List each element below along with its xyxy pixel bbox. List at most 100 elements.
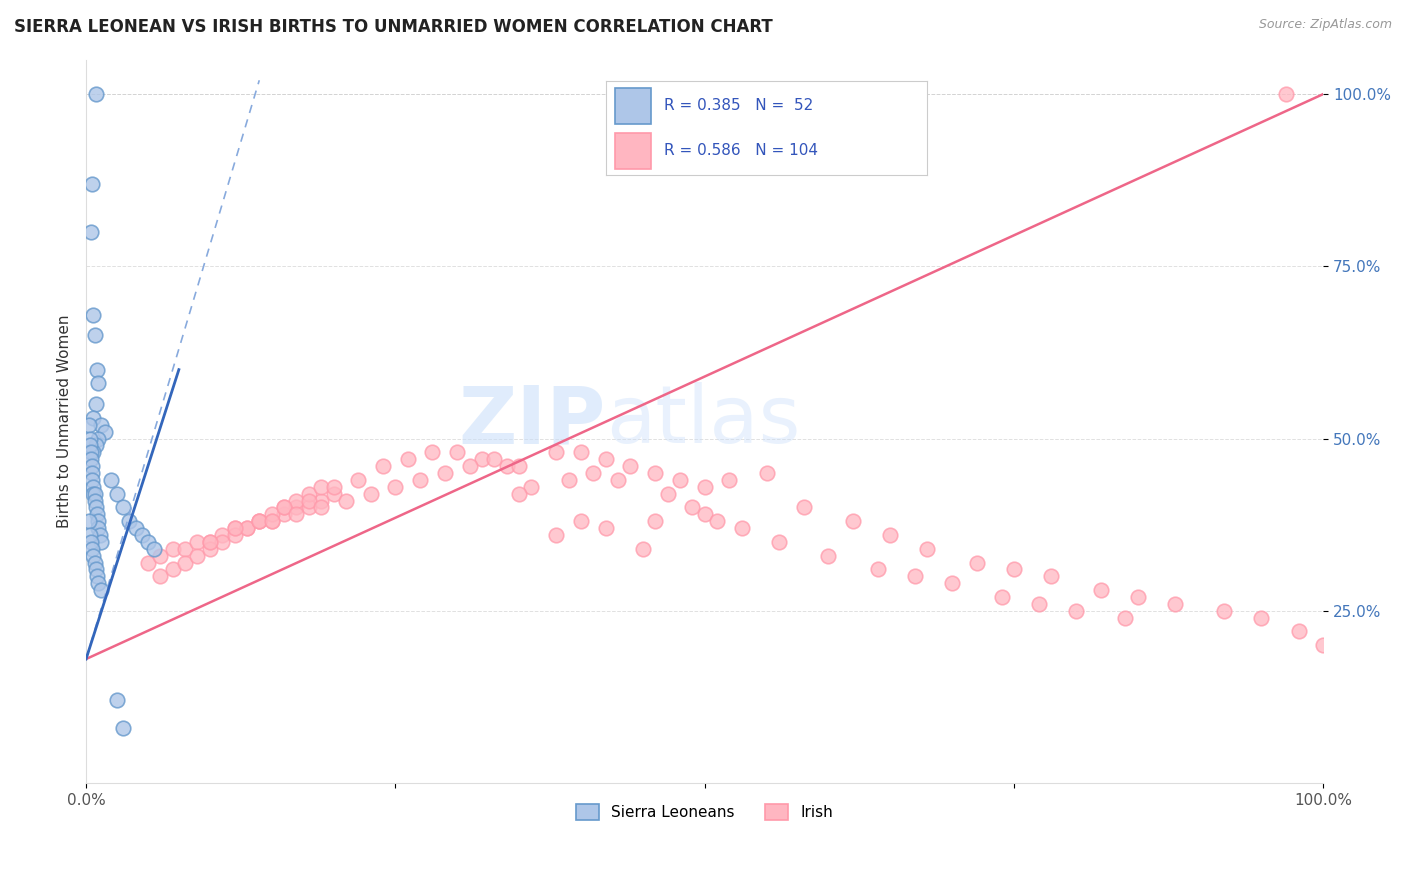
Point xyxy=(143,541,166,556)
Point xyxy=(224,521,246,535)
Point xyxy=(817,549,839,563)
Point xyxy=(1090,583,1112,598)
Point xyxy=(298,486,321,500)
Point xyxy=(149,569,172,583)
Point xyxy=(446,445,468,459)
Point xyxy=(82,466,104,480)
Point xyxy=(1064,604,1087,618)
Point xyxy=(82,541,104,556)
Point xyxy=(309,493,332,508)
Point xyxy=(718,473,741,487)
Point xyxy=(1028,597,1050,611)
Point xyxy=(879,528,901,542)
Point xyxy=(569,514,592,528)
Text: atlas: atlas xyxy=(606,383,800,460)
Point xyxy=(84,562,107,576)
Point xyxy=(105,693,128,707)
Point xyxy=(422,445,444,459)
Point xyxy=(82,308,104,322)
Point xyxy=(273,508,295,522)
Point xyxy=(917,541,939,556)
Point xyxy=(768,535,790,549)
Point xyxy=(82,177,104,191)
Point xyxy=(186,549,208,563)
Point xyxy=(322,480,344,494)
Y-axis label: Births to Unmarried Women: Births to Unmarried Women xyxy=(58,315,72,528)
Point xyxy=(693,508,716,522)
Point xyxy=(1250,610,1272,624)
Point xyxy=(83,556,105,570)
Point xyxy=(82,480,104,494)
Point xyxy=(84,397,107,411)
Point xyxy=(1126,590,1149,604)
Point xyxy=(93,425,115,439)
Point xyxy=(681,500,703,515)
Point xyxy=(80,445,103,459)
Point xyxy=(90,583,112,598)
Point xyxy=(105,486,128,500)
Point xyxy=(706,514,728,528)
Point xyxy=(966,556,988,570)
Point xyxy=(866,562,889,576)
Point xyxy=(631,541,654,556)
Point xyxy=(82,473,104,487)
Point xyxy=(619,459,641,474)
Point xyxy=(285,493,308,508)
Point xyxy=(83,486,105,500)
Point xyxy=(335,493,357,508)
Point xyxy=(247,514,270,528)
Point xyxy=(86,569,108,583)
Point xyxy=(162,562,184,576)
Point xyxy=(90,417,112,432)
Point xyxy=(557,473,579,487)
Legend: Sierra Leoneans, Irish: Sierra Leoneans, Irish xyxy=(569,797,839,826)
Point xyxy=(657,486,679,500)
Point xyxy=(1312,638,1334,652)
Point xyxy=(80,535,103,549)
Point xyxy=(941,576,963,591)
Point xyxy=(224,521,246,535)
Point xyxy=(82,486,104,500)
Point xyxy=(87,576,110,591)
Point xyxy=(112,721,135,735)
Point xyxy=(569,445,592,459)
Point xyxy=(298,500,321,515)
Point xyxy=(224,528,246,542)
Text: ZIP: ZIP xyxy=(458,383,606,460)
Point xyxy=(595,452,617,467)
Point xyxy=(136,556,159,570)
Point xyxy=(90,535,112,549)
Point xyxy=(546,528,568,542)
Point xyxy=(360,486,382,500)
Point xyxy=(1288,624,1310,639)
Point xyxy=(162,541,184,556)
Point xyxy=(495,459,517,474)
Point xyxy=(508,459,530,474)
Point xyxy=(842,514,865,528)
Point xyxy=(260,508,283,522)
Point xyxy=(82,410,104,425)
Point xyxy=(247,514,270,528)
Point xyxy=(236,521,259,535)
Point xyxy=(433,466,456,480)
Point xyxy=(77,514,100,528)
Point xyxy=(285,500,308,515)
Point xyxy=(693,480,716,494)
Point xyxy=(89,528,111,542)
Point xyxy=(83,328,105,343)
Point xyxy=(669,473,692,487)
Point xyxy=(149,549,172,563)
Point xyxy=(458,459,481,474)
Point xyxy=(174,541,197,556)
Point xyxy=(87,376,110,391)
Point xyxy=(86,362,108,376)
Point xyxy=(79,438,101,452)
Point xyxy=(82,549,104,563)
Point xyxy=(87,514,110,528)
Point xyxy=(211,535,233,549)
Point xyxy=(546,445,568,459)
Point xyxy=(409,473,432,487)
Point xyxy=(322,486,344,500)
Point xyxy=(82,459,104,474)
Point xyxy=(309,480,332,494)
